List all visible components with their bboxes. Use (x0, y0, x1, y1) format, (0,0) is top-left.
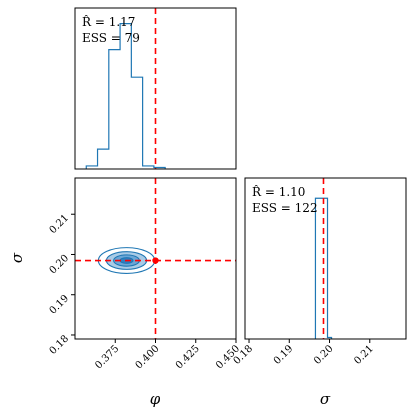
phi-rhat-label: R̂ = 1.17 (82, 14, 135, 29)
phi-ess-label: ESS = 79 (82, 31, 140, 45)
phi-axis-label: φ (150, 390, 161, 408)
phi-marginal-frame (74, 7, 237, 170)
sigma-axis-label: σ (8, 252, 26, 263)
phi-marginal-panel: R̂ = 1.17 ESS = 79 (74, 7, 237, 170)
sigma-rhat-label: R̂ = 1.10 (252, 184, 305, 199)
sigma-x-axis-label: σ (320, 390, 331, 408)
phi-histogram-series (85, 23, 166, 169)
sigma-histogram-series (314, 197, 333, 339)
sigma-ess-label: ESS = 122 (252, 201, 318, 215)
truth-marker (152, 257, 159, 264)
sigma-marginal-frame (244, 177, 407, 340)
